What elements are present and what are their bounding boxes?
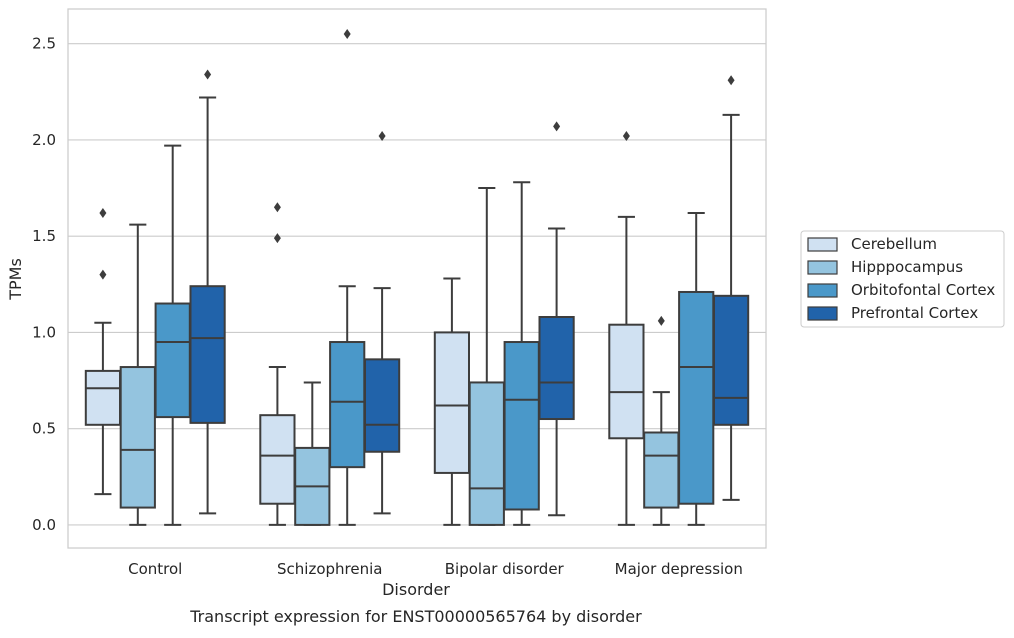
box-3-3 [712, 75, 750, 501]
box-iqr [678, 290, 715, 505]
box-iqr [433, 331, 471, 474]
box-1-2 [329, 29, 366, 526]
outlier-point [657, 315, 665, 326]
outlier-point [99, 208, 107, 219]
legend-swatch [807, 283, 838, 298]
y-tick-label: 0.0 [32, 516, 56, 534]
legend-label: Hipppocampus [851, 258, 963, 276]
box-0-1 [119, 223, 156, 526]
x-tick-labels: Control Schizophrenia Bipolar disorder Majo… [128, 560, 743, 578]
outlier-point [553, 121, 561, 132]
legend-label: Orbitofontal Cortex [851, 281, 995, 299]
y-tick-labels: 0.0 0.5 1.0 1.5 2.0 2.5 [32, 35, 56, 534]
outlier-point [727, 75, 735, 86]
box-2-1 [468, 187, 505, 526]
box-0-2 [154, 144, 191, 526]
y-axis-label: TPMs [6, 258, 25, 301]
legend-swatch [807, 306, 838, 321]
box-0-3 [189, 69, 226, 515]
boxes [84, 29, 750, 526]
legend-label: Cerebellum [851, 235, 937, 253]
box-1-1 [294, 381, 331, 526]
box-iqr [363, 358, 401, 453]
box-3-0 [608, 131, 645, 526]
outlier-point [343, 29, 351, 40]
x-tick-label: Schizophrenia [277, 560, 382, 578]
box-iqr [468, 381, 505, 526]
plot-frame [67, 8, 767, 549]
legend: Cerebellum Hipppocampus Orbitofontal Corte… [800, 230, 1005, 328]
box-3-2 [678, 212, 715, 526]
chart-caption: Transcript expression for ENST0000056576… [189, 607, 642, 626]
y-tick-label: 0.5 [32, 420, 56, 438]
box-2-2 [503, 181, 540, 526]
box-iqr [608, 323, 645, 440]
box-2-0 [433, 277, 471, 526]
y-tick-label: 1.0 [32, 323, 56, 341]
box-iqr [189, 285, 226, 424]
legend-label: Prefrontal Cortex [851, 304, 978, 322]
box-iqr [84, 369, 122, 426]
box-2-3 [538, 121, 575, 517]
x-tick-label: Bipolar disorder [445, 560, 565, 578]
x-tick-label: Major depression [615, 560, 743, 578]
y-tick-label: 2.0 [32, 131, 56, 149]
box-iqr [538, 316, 575, 421]
outlier-point [378, 131, 386, 142]
legend-frame [800, 230, 1005, 328]
box-0-0 [84, 208, 122, 496]
y-tick-label: 1.5 [32, 227, 56, 245]
box-1-3 [363, 131, 401, 515]
box-iqr [154, 302, 191, 419]
box-1-0 [259, 202, 296, 526]
box-iqr [643, 431, 680, 509]
box-3-1 [643, 315, 680, 526]
legend-swatch [807, 260, 838, 275]
x-axis-label: Disorder [382, 580, 450, 599]
legend-swatch [807, 237, 838, 252]
x-tick-label: Control [128, 560, 182, 578]
outlier-point [273, 202, 281, 213]
box-iqr [503, 341, 540, 511]
y-tick-label: 2.5 [32, 35, 56, 53]
outlier-point [204, 69, 212, 80]
box-iqr [259, 414, 296, 505]
outlier-point [622, 131, 630, 142]
outlier-point [273, 233, 281, 244]
box-iqr [712, 294, 750, 426]
box-iqr [329, 341, 366, 469]
outlier-point [99, 269, 107, 280]
box-iqr [119, 366, 156, 509]
